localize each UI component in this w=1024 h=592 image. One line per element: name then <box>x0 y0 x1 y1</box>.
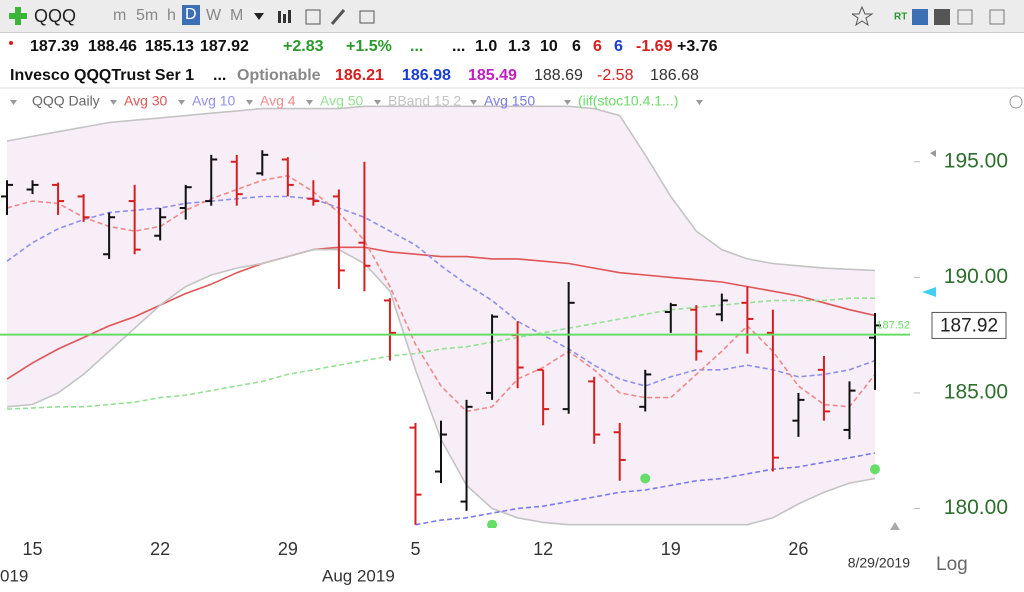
info-field: Optionable <box>237 67 321 84</box>
quote-field: ... <box>410 38 424 55</box>
y-tick-label: 190.00 <box>944 265 1008 288</box>
last-price-box <box>931 311 1007 339</box>
x-tick-label: 12 <box>533 539 553 559</box>
scroll-marker <box>890 522 900 530</box>
legend-entry: BBand 15 2 <box>388 93 461 109</box>
quote-field: ... <box>452 38 466 55</box>
legend-menu-icon <box>696 100 703 105</box>
legend-menu-icon <box>110 100 117 105</box>
signal-dot <box>640 473 651 484</box>
quote-field: +3.76 <box>677 38 718 55</box>
price-level-label: 187.52 <box>876 320 910 332</box>
status-dot <box>9 41 13 45</box>
band-shade <box>7 106 876 525</box>
band-lower <box>6 248 876 526</box>
tool-icons[interactable] <box>252 8 382 26</box>
quote-close: 187.92 <box>200 38 249 55</box>
timeframe[interactable]: W <box>206 7 222 24</box>
quote-low: 185.13 <box>145 38 194 55</box>
quote-field: -1.69 <box>636 38 673 55</box>
quote-field: +2.83 <box>283 38 324 55</box>
year-label: 019 <box>0 566 28 585</box>
timeframe[interactable]: h <box>167 7 176 24</box>
y-tick-label: 195.00 <box>944 149 1008 172</box>
add-icon[interactable] <box>8 6 28 26</box>
timeframe[interactable]: 5m <box>136 7 159 24</box>
date-label: 8/29/2019 <box>848 555 910 571</box>
legend-entry: Avg 150 <box>484 93 535 109</box>
x-tick-label: 19 <box>661 539 681 559</box>
legend-menu-icon <box>374 100 381 105</box>
legend-title: QQQ Daily <box>32 93 100 109</box>
signal-dot <box>870 464 881 475</box>
quote-field: 6 <box>593 38 602 55</box>
legend-entry: Avg 10 <box>192 93 236 109</box>
scroll-marker <box>930 150 936 157</box>
timeframe-active[interactable]: D <box>182 5 200 25</box>
svg-text:RT: RT <box>894 12 907 23</box>
line-dashed <box>6 195 876 387</box>
legend-menu-icon <box>10 100 17 105</box>
y-tick-label: 185.00 <box>944 380 1008 403</box>
info-row: Invesco QQQTrust Ser 1... Optionable 186.2… <box>0 67 1024 89</box>
quote-field: +1.5% <box>346 38 392 55</box>
symbol[interactable]: QQQ <box>34 6 77 26</box>
plot-area <box>1 105 882 528</box>
info-field: 186.21 <box>335 67 384 84</box>
x-tick-label: 15 <box>23 539 43 559</box>
last-price-label: 187.92 <box>940 315 998 336</box>
quote-field: 6 <box>572 38 581 55</box>
legend-menu-icon <box>246 100 253 105</box>
settings-icon[interactable] <box>1009 95 1023 109</box>
x-tick-label: 26 <box>788 539 808 559</box>
x-tick-label: 22 <box>150 539 170 559</box>
legend-menu-icon <box>178 100 185 105</box>
band-upper <box>6 105 876 272</box>
legend-entry: Avg 4 <box>260 93 296 109</box>
signal-dot <box>487 519 498 528</box>
info-field: -2.58 <box>597 67 634 84</box>
quote-row: 187.39 188.46 185.13 187.92 +2.83 +1.5%......… <box>0 38 1024 60</box>
legend-menu-icon <box>306 100 313 105</box>
timeframe[interactable]: M <box>230 7 244 24</box>
info-field: 186.68 <box>650 67 699 84</box>
x-tick-label: 5 <box>410 539 420 559</box>
line-solid <box>6 246 876 380</box>
legend-menu-icon <box>470 100 477 105</box>
price-marker <box>922 287 936 297</box>
info-field: 186.98 <box>402 67 451 84</box>
legend-entry: (iif(stoc10.4.1...) <box>578 93 678 109</box>
info-field: 188.69 <box>534 67 583 84</box>
quote-field: 1.3 <box>508 38 531 55</box>
quote-field: 6 <box>614 38 623 55</box>
info-field: 185.49 <box>468 67 517 84</box>
toolbar: QQQ m 5m h D W M RT <box>0 0 1024 33</box>
scale-label: Log <box>936 554 968 575</box>
right-icons[interactable]: RT <box>852 6 1022 28</box>
y-tick-label: 180.00 <box>944 496 1008 519</box>
line-dashed <box>6 174 876 413</box>
legend-menu-icon <box>564 100 571 105</box>
quote-high: 188.46 <box>88 38 137 55</box>
x-tick-label: 29 <box>278 539 298 559</box>
legend-entry: Avg 50 <box>320 93 364 109</box>
timeframe[interactable]: m <box>113 7 127 24</box>
month-label: Aug 2019 <box>322 566 395 585</box>
quote-field: 1.0 <box>475 38 498 55</box>
legend-entry: Avg 30 <box>124 93 168 109</box>
info-field: ... <box>213 67 227 84</box>
quote-open: 187.39 <box>30 38 79 55</box>
info-field: Invesco QQQTrust Ser 1 <box>10 67 195 84</box>
line-dashed <box>415 452 876 526</box>
quote-field: 10 <box>540 38 558 55</box>
line-dashed <box>6 297 875 410</box>
